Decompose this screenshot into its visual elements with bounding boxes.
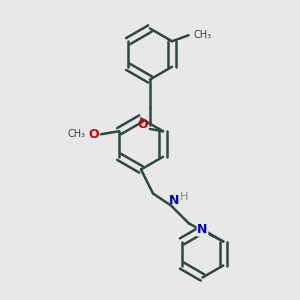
Text: H: H — [180, 191, 189, 202]
Text: CH₃: CH₃ — [68, 129, 86, 139]
Text: CH₃: CH₃ — [194, 30, 212, 40]
Text: N: N — [169, 194, 179, 208]
Text: N: N — [197, 223, 208, 236]
Text: O: O — [137, 118, 148, 131]
Text: O: O — [89, 128, 99, 141]
